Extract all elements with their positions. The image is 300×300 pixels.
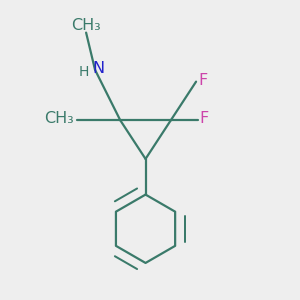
Text: N: N — [92, 61, 105, 76]
Text: H: H — [79, 65, 89, 79]
Text: CH₃: CH₃ — [44, 111, 74, 126]
Text: CH₃: CH₃ — [71, 18, 101, 33]
Text: F: F — [200, 111, 209, 126]
Text: F: F — [198, 73, 207, 88]
